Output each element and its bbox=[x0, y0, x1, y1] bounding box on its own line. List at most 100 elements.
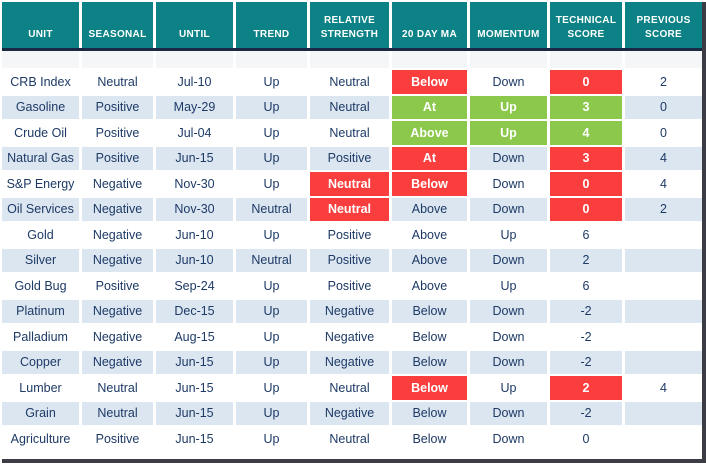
table-cell: Below bbox=[392, 427, 467, 451]
table-cell: Jun-15 bbox=[156, 401, 233, 425]
table-row: Natural Gas Positive Jun-15 Up Positive At Dow… bbox=[2, 146, 702, 170]
table-cell: 0 bbox=[625, 121, 702, 145]
table-row: Silver Negative Jun-10 Neutral Positive Above… bbox=[2, 248, 702, 272]
table-row: Copper Negative Jun-15 Up Negative Below Down -… bbox=[2, 350, 702, 374]
table-row: Gold Negative Jun-10 Up Positive Above Up 6 bbox=[2, 223, 702, 247]
table-cell: Up bbox=[236, 325, 307, 349]
table-row: S&P Energy Negative Nov-30 Up Neutral Below Do… bbox=[2, 172, 702, 196]
table-cell: Down bbox=[470, 70, 547, 94]
table-cell: Up bbox=[236, 95, 307, 119]
table-cell: Down bbox=[470, 299, 547, 323]
table-cell: Above bbox=[392, 248, 467, 272]
table-cell: Neutral bbox=[82, 70, 153, 94]
table-row: Lumber Neutral Jun-15 Up Neutral Below Up 2 4 bbox=[2, 376, 702, 400]
table-cell: 6 bbox=[550, 274, 622, 298]
table-cell: Jul-04 bbox=[156, 121, 233, 145]
table-cell: 0 bbox=[550, 427, 622, 451]
table-cell: Sep-24 bbox=[156, 274, 233, 298]
table-cell: Up bbox=[236, 274, 307, 298]
table-cell: Grain bbox=[2, 401, 79, 425]
table-cell: 4 bbox=[625, 146, 702, 170]
table-cell: At bbox=[392, 146, 467, 170]
table-cell: Negative bbox=[310, 401, 389, 425]
table-cell: Down bbox=[470, 146, 547, 170]
table-cell: Negative bbox=[310, 325, 389, 349]
table-header-row: UNIT SEASONAL UNTIL TREND RELATIVE STRENGTH 2… bbox=[2, 2, 702, 48]
table-cell: 3 bbox=[550, 95, 622, 119]
table-cell: Up bbox=[236, 172, 307, 196]
table-row: Palladium Negative Aug-15 Up Negative Below Do… bbox=[2, 325, 702, 349]
table-cell: Platinum bbox=[2, 299, 79, 323]
table-row: Oil Services Negative Nov-30 Neutral Neutral… bbox=[2, 197, 702, 221]
table-cell: Down bbox=[470, 350, 547, 374]
column-header-technical-score: TECHNICAL SCORE bbox=[550, 2, 622, 48]
table-cell: Jun-15 bbox=[156, 376, 233, 400]
spacer-cell bbox=[392, 51, 467, 68]
header-divider bbox=[2, 48, 702, 51]
table-cell: 2 bbox=[625, 197, 702, 221]
table-cell: Negative bbox=[310, 350, 389, 374]
table-cell: Down bbox=[470, 325, 547, 349]
table-cell: CRB Index bbox=[2, 70, 79, 94]
table-cell: Nov-30 bbox=[156, 197, 233, 221]
table-cell bbox=[625, 350, 702, 374]
table-cell: Positive bbox=[310, 248, 389, 272]
table-cell: -2 bbox=[550, 401, 622, 425]
table-cell: Down bbox=[470, 248, 547, 272]
spacer-cell bbox=[470, 51, 547, 68]
table-cell: Positive bbox=[82, 95, 153, 119]
table-cell: Up bbox=[470, 376, 547, 400]
table-cell: Below bbox=[392, 325, 467, 349]
table-cell: Neutral bbox=[236, 248, 307, 272]
table-cell: Palladium bbox=[2, 325, 79, 349]
table-cell: Copper bbox=[2, 350, 79, 374]
table-cell: Up bbox=[236, 121, 307, 145]
table-cell: Silver bbox=[2, 248, 79, 272]
table-cell bbox=[625, 248, 702, 272]
table-cell: Negative bbox=[82, 172, 153, 196]
table-cell: Up bbox=[236, 70, 307, 94]
table-cell: Jun-15 bbox=[156, 146, 233, 170]
table-cell bbox=[625, 401, 702, 425]
table-cell: S&P Energy bbox=[2, 172, 79, 196]
table-cell: Neutral bbox=[82, 376, 153, 400]
table-cell: Agriculture bbox=[2, 427, 79, 451]
column-header-trend: TREND bbox=[236, 2, 307, 48]
table-cell: Crude Oil bbox=[2, 121, 79, 145]
table-row: Platinum Negative Dec-15 Up Negative Below Dow… bbox=[2, 299, 702, 323]
table-row: Crude Oil Positive Jul-04 Up Neutral Above Up 4… bbox=[2, 121, 702, 145]
spacer-cell bbox=[156, 51, 233, 68]
table-cell: -2 bbox=[550, 350, 622, 374]
table-cell bbox=[625, 274, 702, 298]
table-cell: Neutral bbox=[310, 172, 389, 196]
table-cell: Below bbox=[392, 299, 467, 323]
table-cell: Up bbox=[236, 376, 307, 400]
commodity-technical-score-table: UNIT SEASONAL UNTIL TREND RELATIVE STRENGTH 2… bbox=[2, 2, 706, 463]
table-cell: Gasoline bbox=[2, 95, 79, 119]
table-cell: Down bbox=[470, 427, 547, 451]
table-cell: Jun-10 bbox=[156, 248, 233, 272]
table-cell: 2 bbox=[550, 248, 622, 272]
table-cell: Neutral bbox=[310, 427, 389, 451]
column-header-until: UNTIL bbox=[156, 2, 233, 48]
table-cell: Aug-15 bbox=[156, 325, 233, 349]
table-cell: 0 bbox=[550, 197, 622, 221]
table-row: Agriculture Positive Jun-15 Up Neutral Below D… bbox=[2, 427, 702, 451]
column-header-20-day-ma: 20 DAY MA bbox=[392, 2, 467, 48]
table-cell: May-29 bbox=[156, 95, 233, 119]
column-header-momentum: MOMENTUM bbox=[470, 2, 547, 48]
table-cell: 3 bbox=[550, 146, 622, 170]
spacer-cell bbox=[625, 51, 702, 68]
table-cell bbox=[625, 299, 702, 323]
table-cell: Positive bbox=[82, 146, 153, 170]
table-cell: Positive bbox=[310, 223, 389, 247]
table-cell: Below bbox=[392, 172, 467, 196]
table-cell: Below bbox=[392, 70, 467, 94]
table-cell: 2 bbox=[625, 70, 702, 94]
table-cell: Up bbox=[470, 223, 547, 247]
table-cell: Negative bbox=[82, 299, 153, 323]
table-cell: Negative bbox=[82, 325, 153, 349]
column-header-relative-strength: RELATIVE STRENGTH bbox=[310, 2, 389, 48]
table-cell bbox=[625, 427, 702, 451]
table-cell: Negative bbox=[82, 248, 153, 272]
